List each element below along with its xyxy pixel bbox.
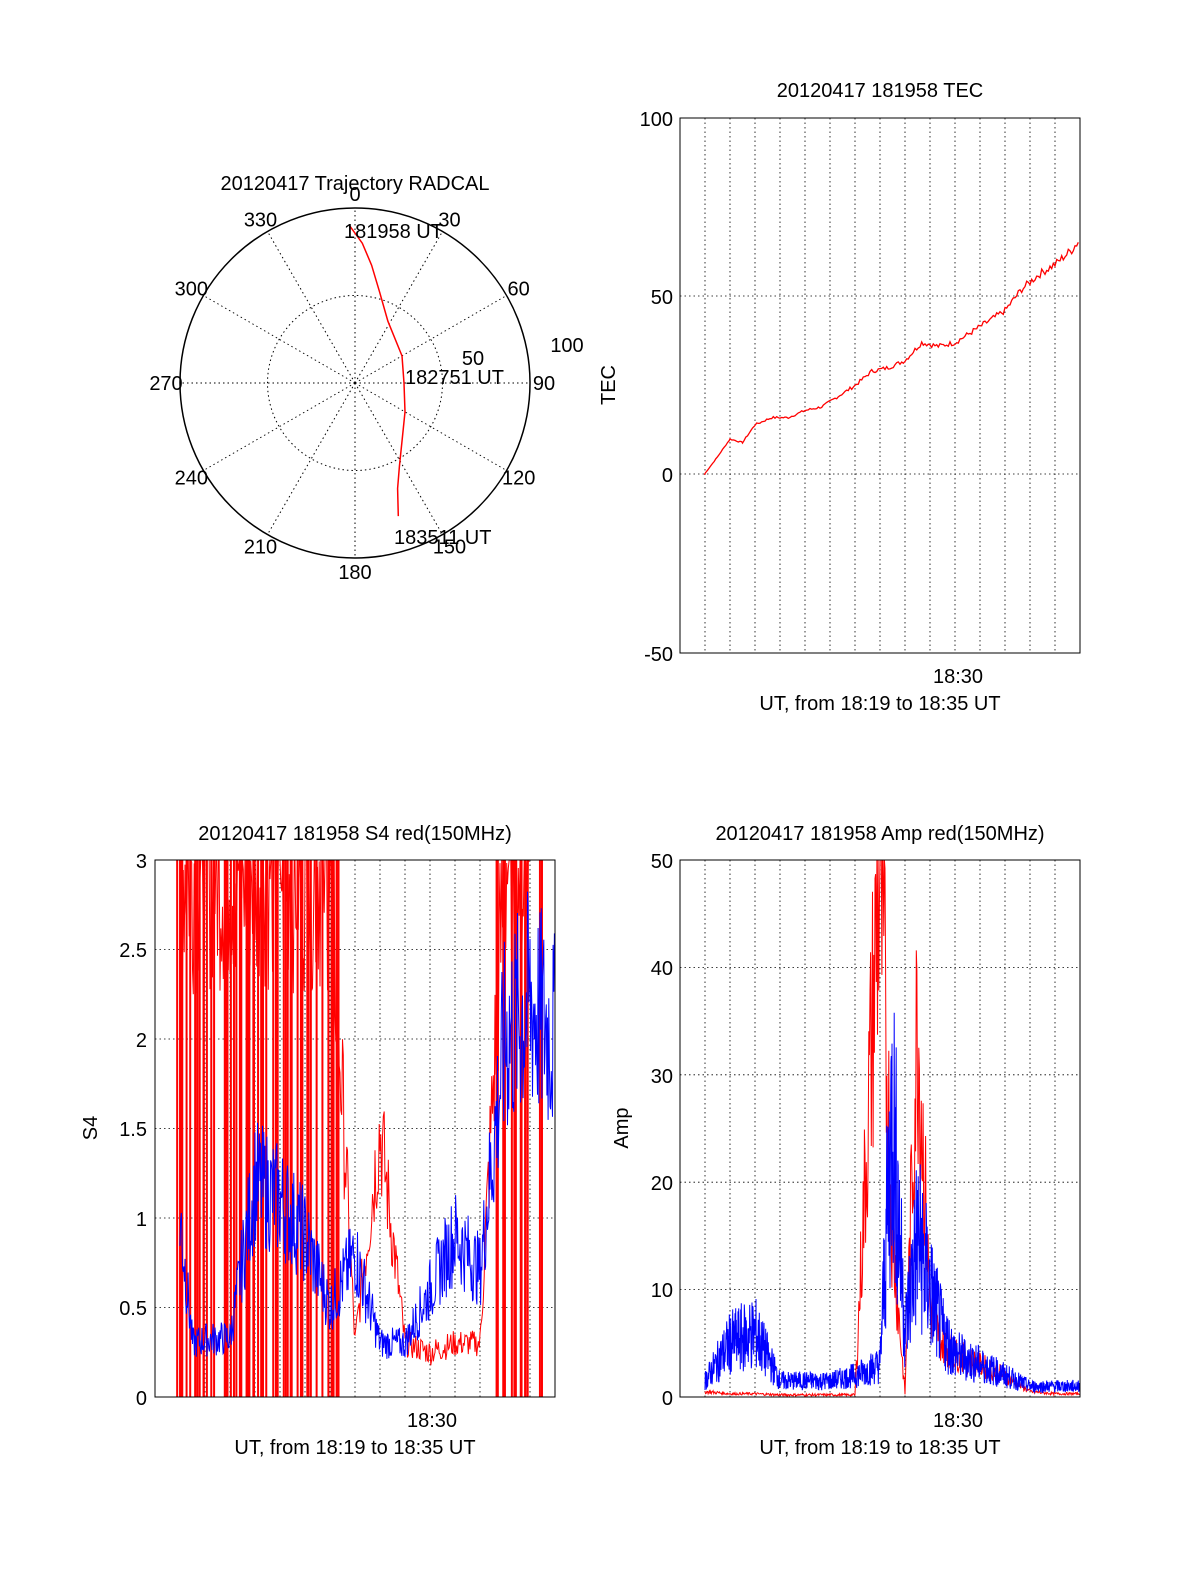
trajectory-title: 20120417 Trajectory RADCAL — [220, 173, 489, 195]
tec-title: 20120417 181958 TEC — [777, 80, 983, 102]
s4-panel: 20120417 181958 S4 red(150MHz) 3 2.5 2 1… — [80, 823, 556, 1459]
polar-outer-circle — [179, 207, 531, 559]
polar-angle-label: 210 — [244, 537, 277, 559]
radius-label-50: 50 — [462, 348, 484, 370]
polar-angle-label: 330 — [244, 209, 277, 231]
tec-ytick-0: 0 — [662, 465, 673, 487]
amp-ylabel: Amp — [611, 1107, 633, 1148]
polar-angle-label: 240 — [175, 468, 208, 490]
polar-angle-label: 300 — [175, 279, 208, 301]
polar-angle-label: 60 — [508, 279, 530, 301]
tec-ylabel: TEC — [598, 365, 620, 405]
amp-xlabel: UT, from 18:19 to 18:35 UT — [759, 1437, 1000, 1459]
s4-ytick-2: 2 — [136, 1030, 147, 1052]
amp-ytick-20: 20 — [651, 1173, 673, 1195]
amp-title: 20120417 181958 Amp red(150MHz) — [715, 823, 1044, 845]
polar-ring-50 — [267, 295, 443, 471]
s4-xtick-1830: 18:30 — [407, 1410, 457, 1432]
amp-ytick-40: 40 — [651, 958, 673, 980]
trajectory-annotation-mid: 182751 UT — [405, 367, 504, 389]
polar-angle-label: 90 — [533, 373, 555, 395]
tec-ytick-minus50: -50 — [644, 644, 673, 666]
polar-angle-label: 120 — [502, 468, 535, 490]
polar-angle-label: 0 — [349, 184, 360, 206]
polar-spoke — [267, 382, 356, 535]
amp-horizontal-grid — [680, 967, 1080, 1290]
s4-series-red — [180, 859, 530, 1366]
polar-grid — [180, 208, 530, 558]
s4-title: 20120417 181958 S4 red(150MHz) — [198, 823, 512, 845]
polar-angle-label: 30 — [438, 209, 460, 231]
trajectory-panel: 20120417 Trajectory RADCAL 0 30 60 90 120 150… — [149, 173, 583, 584]
amp-series-blue — [704, 1012, 1081, 1394]
trajectory-line — [348, 225, 406, 517]
radius-label-100: 100 — [550, 335, 583, 357]
s4-ytick-1-5: 1.5 — [119, 1119, 147, 1141]
s4-xlabel: UT, from 18:19 to 18:35 UT — [234, 1437, 475, 1459]
s4-ylabel: S4 — [80, 1116, 102, 1140]
s4-ytick-3: 3 — [136, 851, 147, 873]
amp-ytick-30: 30 — [651, 1066, 673, 1088]
tec-series-red — [703, 242, 1079, 476]
s4-ytick-0: 0 — [136, 1388, 147, 1410]
trajectory-annotation-end: 183511 UT — [394, 527, 491, 549]
amp-panel: 20120417 181958 Amp red(150MHz) 50 40 30… — [611, 823, 1081, 1459]
s4-plot-frame — [154, 859, 556, 1398]
polar-angle-label: 180 — [338, 562, 371, 584]
s4-ytick-1: 1 — [136, 1209, 147, 1231]
s4-ytick-0-5: 0.5 — [119, 1298, 147, 1320]
polar-spoke — [354, 231, 443, 384]
polar-angle-label: 270 — [149, 373, 182, 395]
tec-plot-frame — [679, 117, 1081, 654]
tec-vertical-grid — [704, 118, 1056, 653]
amp-ytick-50: 50 — [651, 851, 673, 873]
tec-panel: 20120417 181958 TEC 100 50 0 -50 18:30 U… — [598, 80, 1081, 715]
polar-angle-label: 150 — [433, 537, 466, 559]
s4-series-blue — [179, 891, 555, 1359]
amp-plot-frame — [679, 859, 1081, 1398]
amp-xtick-1830: 18:30 — [933, 1410, 983, 1432]
amp-vertical-grid — [704, 860, 1056, 1397]
s4-series-red-spikes — [176, 860, 543, 1397]
tec-ytick-100: 100 — [640, 109, 673, 131]
amp-ytick-0: 0 — [662, 1388, 673, 1410]
trajectory-annotation-start: 181958 UT — [344, 221, 443, 243]
tec-ytick-50: 50 — [651, 287, 673, 309]
tec-xlabel: UT, from 18:19 to 18:35 UT — [759, 693, 1000, 715]
amp-ytick-10: 10 — [651, 1280, 673, 1302]
s4-ytick-2-5: 2.5 — [119, 940, 147, 962]
polar-spoke — [203, 382, 356, 471]
tec-xtick-1830: 18:30 — [933, 666, 983, 688]
polar-angle-labels: 0 30 60 90 120 150 180 210 240 270 300 330 — [149, 184, 555, 584]
